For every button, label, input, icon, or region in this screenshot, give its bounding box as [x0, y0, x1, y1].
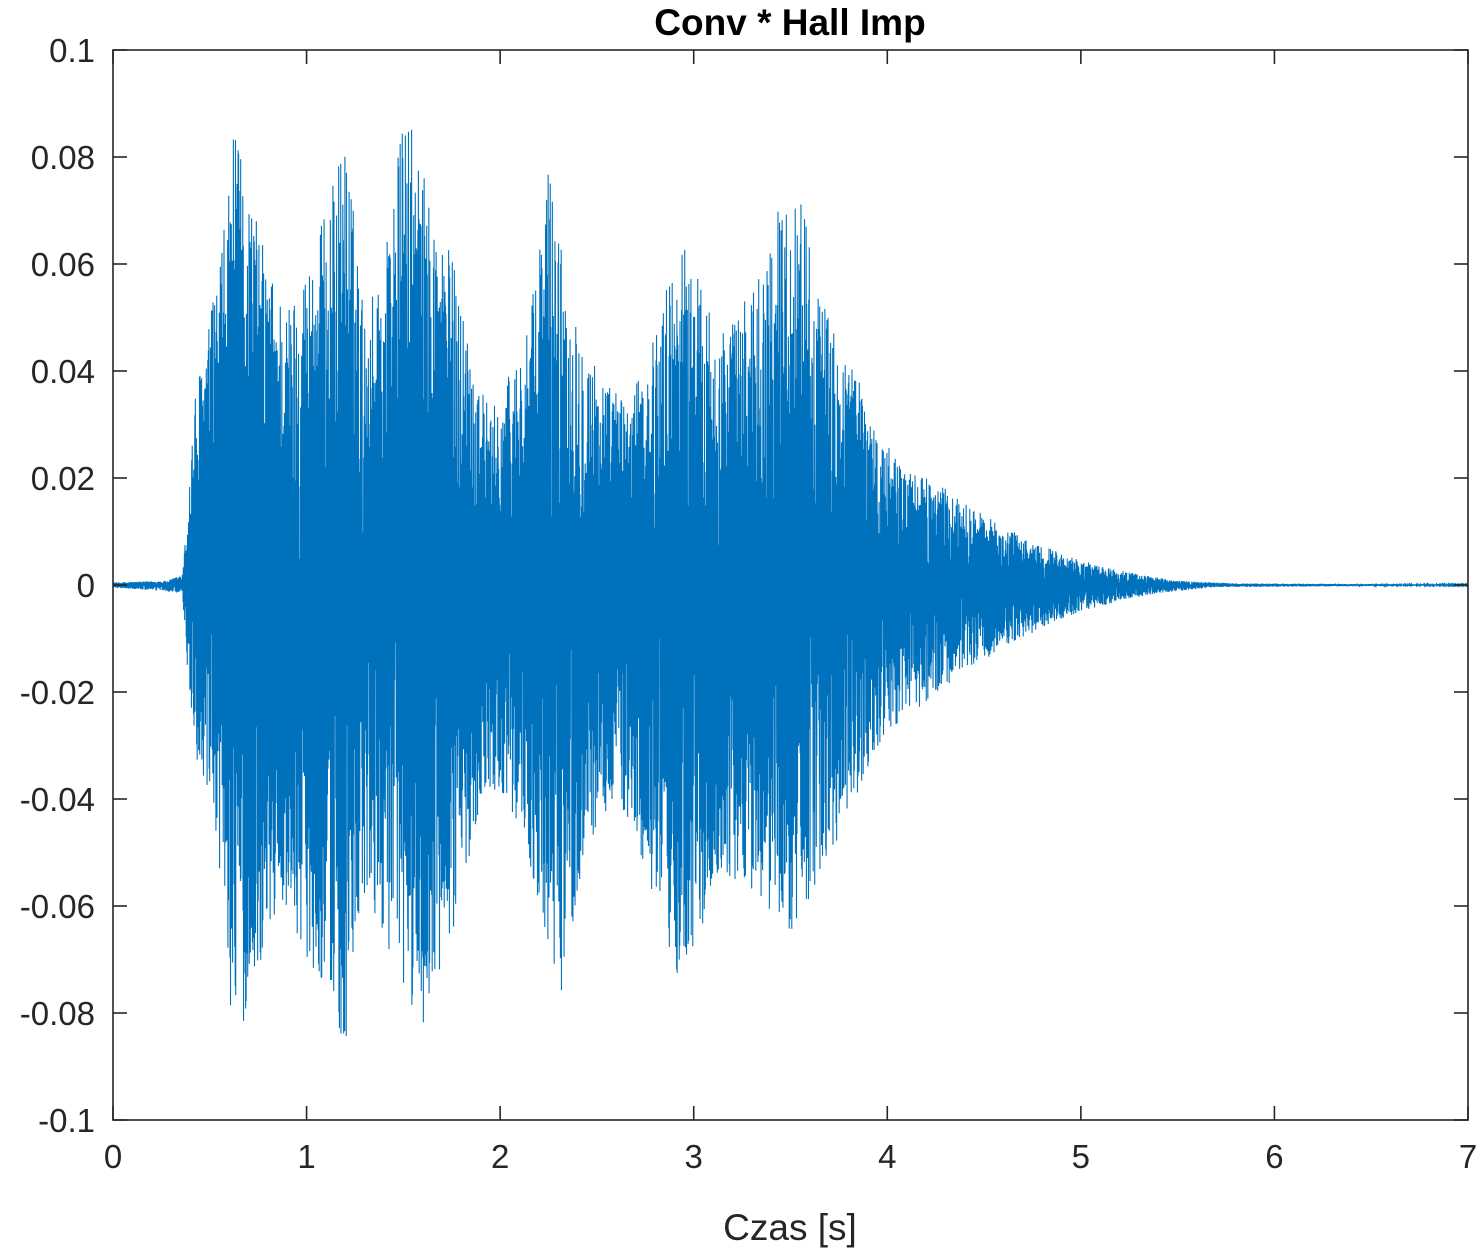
x-tick-label: 1	[297, 1138, 315, 1175]
x-tick-label: 5	[1072, 1138, 1090, 1175]
y-tick-label: -0.02	[20, 674, 95, 711]
y-tick-label: 0.02	[31, 460, 95, 497]
x-tick-label: 3	[685, 1138, 703, 1175]
chart-title: Conv * Hall Imp	[654, 2, 925, 43]
y-tick-label: -0.06	[20, 888, 95, 925]
x-tick-label: 4	[878, 1138, 896, 1175]
waveform-line	[112, 129, 1469, 1037]
y-tick-label: 0.06	[31, 246, 95, 283]
y-tick-label: -0.1	[38, 1102, 95, 1139]
x-tick-label: 0	[104, 1138, 122, 1175]
x-tick-label: 7	[1459, 1138, 1477, 1175]
y-tick-label: 0.08	[31, 139, 95, 176]
y-tick-label: 0.04	[31, 353, 95, 390]
x-tick-label: 6	[1265, 1138, 1283, 1175]
x-axis-label: Czas [s]	[723, 1207, 857, 1248]
axis-ticks: 0 1 2 3 4 5 6 7 -0.1 -0.08 -0.06 -0.04 -0.02 0 0.02 0.0…	[20, 32, 1477, 1175]
y-tick-label: 0	[77, 567, 95, 604]
y-tick-label: -0.08	[20, 995, 95, 1032]
y-tick-label: -0.04	[20, 781, 95, 818]
x-tick-label: 2	[491, 1138, 509, 1175]
y-tick-label: 0.1	[49, 32, 95, 69]
waveform-series	[112, 129, 1469, 1037]
